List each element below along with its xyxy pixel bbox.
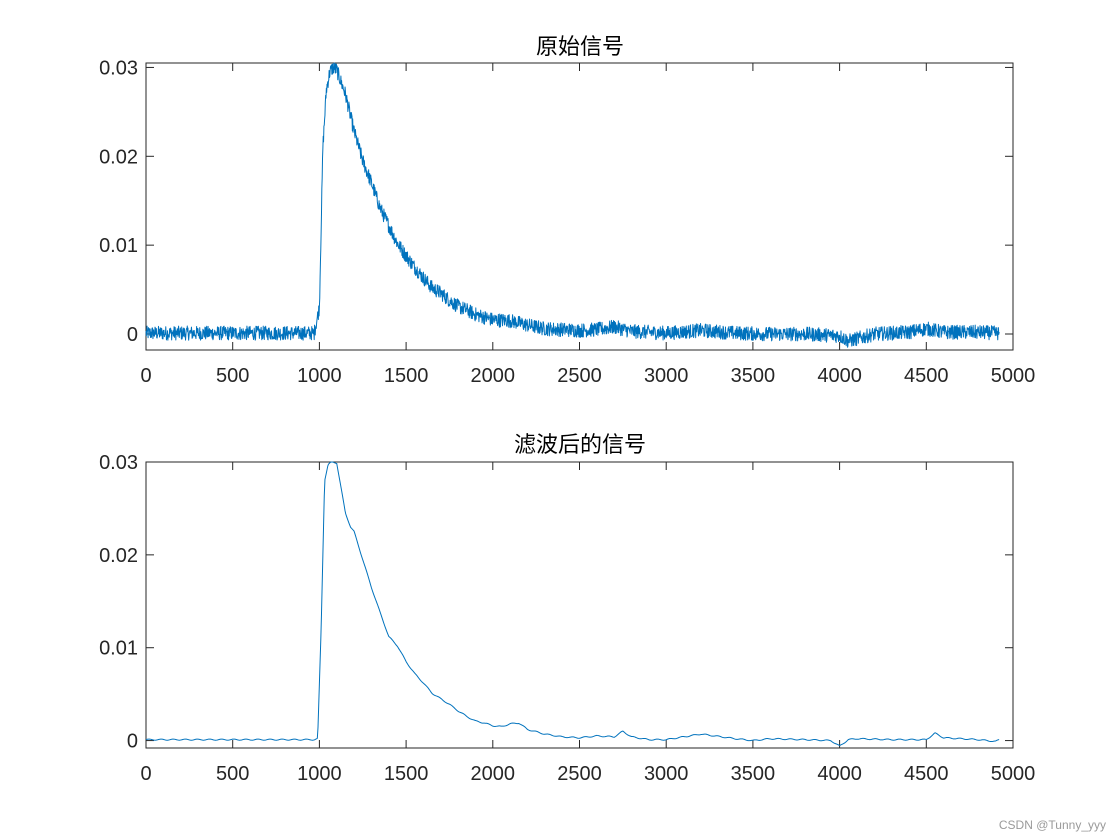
- watermark: CSDN @Tunny_yyy: [998, 818, 1106, 832]
- signal-series-line: [145, 62, 1000, 348]
- x-tick-label: 4000: [817, 365, 862, 387]
- y-tick-label: 0.02: [99, 545, 138, 567]
- x-tick-label: 500: [216, 763, 249, 785]
- x-tick-label: 3000: [644, 763, 689, 785]
- top-axes-ticks: 0 500 1000 1500 2000 2500 3000 3500 4000 4500 5000…: [99, 57, 1035, 387]
- bottom-series-group: [145, 461, 1000, 747]
- x-tick-label: 3500: [731, 763, 776, 785]
- signal-series-line: [145, 461, 1000, 747]
- x-tick-label: 5000: [991, 763, 1036, 785]
- y-tick-label: 0.03: [99, 57, 138, 79]
- x-tick-label: 1500: [384, 763, 429, 785]
- x-tick-label: 3500: [731, 365, 776, 387]
- top-chart-title: 原始信号: [536, 35, 624, 60]
- x-tick-label: 1000: [297, 365, 342, 387]
- y-tick-label: 0: [127, 731, 138, 753]
- y-tick-label: 0.01: [99, 235, 138, 257]
- bottom-chart-title: 滤波后的信号: [514, 433, 646, 458]
- x-tick-label: 5000: [991, 365, 1036, 387]
- x-tick-label: 3000: [644, 365, 689, 387]
- x-tick-label: 2500: [557, 365, 602, 387]
- top-series-group: [145, 62, 1000, 348]
- x-tick-label: 2500: [557, 763, 602, 785]
- x-tick-label: 4000: [817, 763, 862, 785]
- bottom-axes: 滤波后的信号 0 500 1000 1500 2000 2500 3000 3500 4000 4…: [99, 433, 1035, 785]
- x-tick-label: 1000: [297, 763, 342, 785]
- x-tick-label: 4500: [904, 365, 949, 387]
- x-tick-label: 2000: [471, 365, 516, 387]
- y-tick-label: 0.01: [99, 638, 138, 660]
- x-tick-label: 500: [216, 365, 249, 387]
- bottom-axes-ticks: 0 500 1000 1500 2000 2500 3000 3500 4000 4500 5000…: [99, 452, 1035, 785]
- x-tick-label: 2000: [471, 763, 516, 785]
- top-axes: 原始信号 0 500 1000 1500 2000 2500 3000 3500 4000 450…: [99, 35, 1035, 387]
- x-tick-label: 0: [140, 763, 151, 785]
- y-tick-label: 0.03: [99, 452, 138, 474]
- x-tick-label: 4500: [904, 763, 949, 785]
- y-tick-label: 0.02: [99, 146, 138, 168]
- y-tick-label: 0: [127, 324, 138, 346]
- x-tick-label: 0: [140, 365, 151, 387]
- x-tick-label: 1500: [384, 365, 429, 387]
